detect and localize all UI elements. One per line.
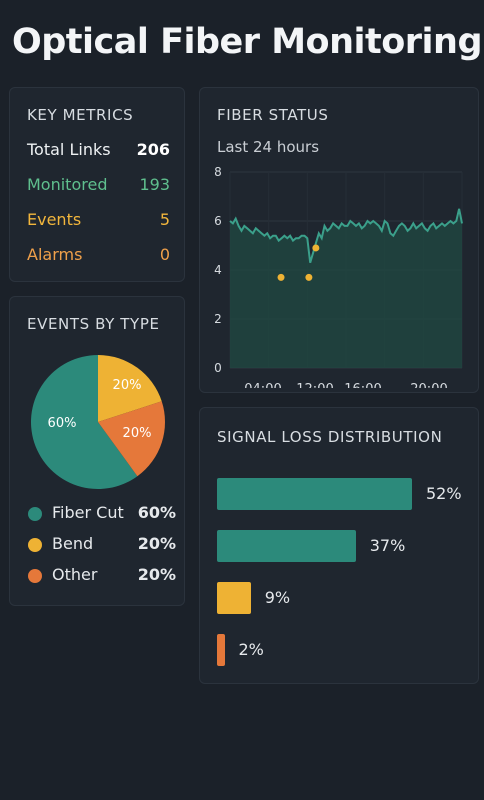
pie-slice-bend [98,355,162,422]
metric-value: 5 [159,210,170,229]
legend-label: Fiber Cut [52,503,124,522]
metric-label: Total Links [27,140,111,159]
fiber-status-line-chart: 8 6 4 2 0 04:00 12:00 16:00 20:00 [214,165,463,388]
x-tick-label: 16:00 [344,382,381,388]
event-point [305,273,313,281]
fiber-status-line [229,208,463,263]
events-by-type-title: EVENTS BY TYPE [27,315,160,333]
signal-loss-bar-label: 52% [426,484,462,503]
y-tick-label: 8 [214,165,222,179]
legend-dot [28,507,42,521]
pie-slice-label: 60% [48,416,77,431]
signal-loss-card: SIGNAL LOSS DISTRIBUTION 52% 37% 9% 2% [199,407,479,684]
pie-slice-label: 20% [113,378,142,393]
legend-value: 20% [137,565,176,584]
fiber-status-area [230,208,462,368]
signal-loss-bar [217,530,356,562]
legend-dot [28,538,42,552]
y-tick-label: 4 [214,263,222,277]
fiber-status-card: FIBER STATUS Last 24 hours 8 6 4 2 0 04:00 12… [199,87,479,393]
signal-loss-bar [217,634,225,666]
x-tick-label: 20:00 [410,382,447,388]
legend-label: Other [52,565,98,584]
legend-value: 60% [137,503,176,522]
events-by-type-card: EVENTS BY TYPE 60% 20% 20% Fiber Cut 60%… [9,296,185,606]
legend-dot [28,569,42,583]
metric-events: Events 5 [27,210,170,232]
fiber-status-subtitle: Last 24 hours [217,138,320,156]
signal-loss-title: SIGNAL LOSS DISTRIBUTION [217,428,443,446]
signal-loss-bar [217,582,251,614]
key-metrics-card: KEY METRICS Total Links 206 Monitored 19… [9,87,185,282]
y-tick-label: 6 [214,214,222,228]
metric-value: 0 [159,245,170,264]
metric-value: 193 [139,175,170,194]
pie-slice-label: 20% [123,426,152,441]
signal-loss-bar-label: 37% [369,536,406,555]
legend-item-fiber-cut: Fiber Cut 60% [28,503,176,525]
metric-total-links: Total Links 206 [27,140,170,162]
metric-value: 206 [136,140,170,159]
fiber-status-title: FIBER STATUS [217,106,329,124]
legend-label: Bend [52,534,94,553]
signal-loss-bar-label: 9% [264,588,291,607]
pie-slice-other [98,401,165,477]
metric-label: Alarms [27,245,83,264]
events-pie-chart: 60% 20% 20% [30,355,165,489]
legend-value: 20% [137,534,176,553]
metric-label: Events [27,210,82,229]
legend-item-bend: Bend 20% [28,534,176,556]
page-title: Optical Fiber Monitoring [12,22,483,62]
x-tick-label: 12:00 [296,382,333,388]
signal-loss-bar [217,478,412,510]
key-metrics-title: KEY METRICS [27,106,134,124]
metric-label: Monitored [27,175,108,194]
event-point [312,244,320,252]
pie-slice-fiber-cut [30,355,138,489]
event-point [277,273,285,281]
y-tick-label: 0 [214,361,222,375]
x-tick-label: 04:00 [244,382,281,388]
y-tick-label: 2 [214,312,222,326]
legend-item-other: Other 20% [28,565,176,587]
metric-alarms: Alarms 0 [27,245,170,267]
signal-loss-bar-label: 2% [238,640,264,659]
metric-monitored: Monitored 193 [27,175,170,197]
